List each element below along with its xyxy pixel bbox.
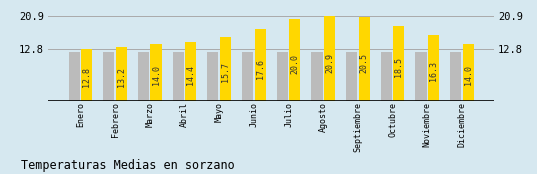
Bar	[289, 19, 300, 101]
Bar	[381, 52, 392, 101]
Bar	[277, 52, 288, 101]
Bar	[463, 44, 474, 101]
Text: 14.0: 14.0	[151, 65, 161, 85]
Text: 15.7: 15.7	[221, 62, 230, 82]
Bar	[103, 52, 114, 101]
Text: 17.6: 17.6	[256, 59, 265, 79]
Bar	[116, 47, 127, 101]
Bar	[81, 49, 92, 101]
Bar	[416, 52, 426, 101]
Bar	[324, 16, 335, 101]
Text: 18.5: 18.5	[394, 57, 403, 77]
Bar	[173, 52, 184, 101]
Text: 13.2: 13.2	[117, 67, 126, 87]
Bar	[69, 52, 79, 101]
Text: 14.0: 14.0	[464, 65, 473, 85]
Bar	[450, 52, 461, 101]
Bar	[207, 52, 219, 101]
Bar	[138, 52, 149, 101]
Text: 20.0: 20.0	[291, 54, 299, 74]
Bar	[393, 26, 404, 101]
Text: 20.5: 20.5	[360, 53, 369, 73]
Text: Temperaturas Medias en sorzano: Temperaturas Medias en sorzano	[21, 159, 235, 172]
Text: 12.8: 12.8	[82, 68, 91, 88]
Text: 20.9: 20.9	[325, 53, 334, 73]
Bar	[346, 52, 357, 101]
Bar	[150, 44, 162, 101]
Text: 16.3: 16.3	[429, 61, 438, 81]
Bar	[428, 35, 439, 101]
Bar	[255, 29, 266, 101]
Bar	[242, 52, 253, 101]
Bar	[220, 37, 231, 101]
Bar	[185, 42, 196, 101]
Bar	[311, 52, 323, 101]
Bar	[359, 17, 369, 101]
Text: 14.4: 14.4	[186, 65, 195, 85]
